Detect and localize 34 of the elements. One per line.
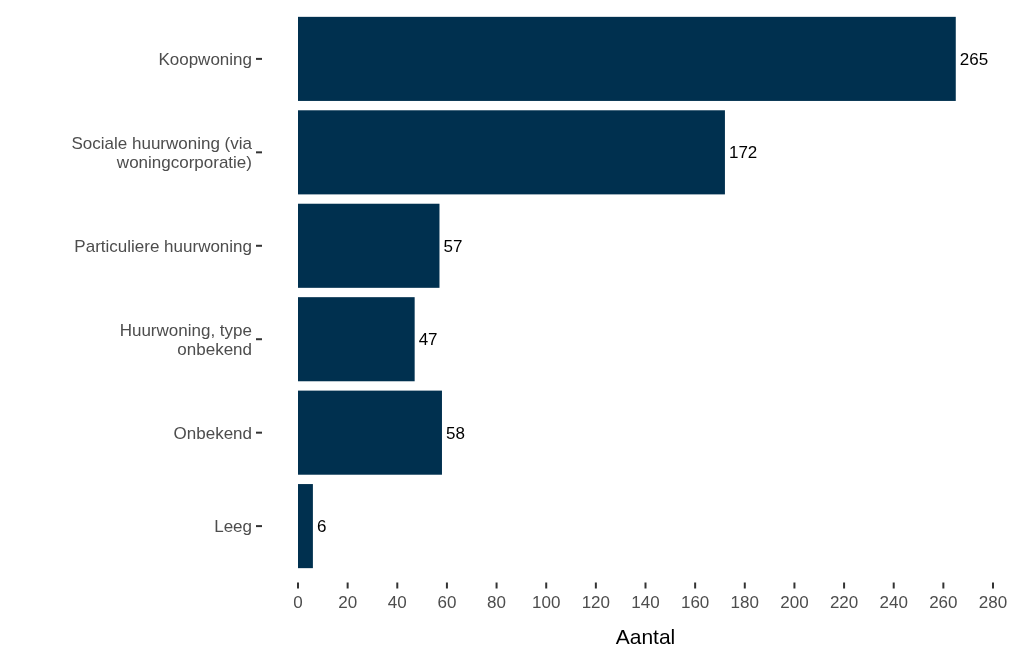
x-tick-label: 180 [730,592,759,612]
x-tick-label: 260 [929,592,958,612]
data-label: 172 [728,143,758,163]
x-tick-label: 60 [437,592,457,612]
bar [298,297,415,382]
y-tick-label: Huurwoning, type onbekend [119,320,252,359]
y-tick-label: Sociale huurwoning (via woningcorporatie) [71,133,253,172]
bar [298,110,725,195]
x-tick-label: 0 [293,592,303,612]
x-tick-label: 100 [532,592,561,612]
data-label: 265 [959,49,989,69]
data-label: 6 [316,517,327,537]
bar [298,16,956,101]
x-tick-label: 140 [631,592,660,612]
x-tick-label: 120 [581,592,611,612]
bar [298,484,313,569]
x-tick-label: 280 [978,592,1008,612]
x-tick-label: 220 [829,592,859,612]
bar [298,203,440,288]
data-label: 57 [443,236,463,256]
x-tick-label: 200 [780,592,809,612]
x-tick-label: 40 [387,592,407,612]
data-label: 58 [445,423,465,443]
x-axis-title: Aantal [615,624,676,648]
y-tick-label: Koopwoning [158,49,252,69]
data-label: 47 [418,330,438,350]
bar [298,390,442,475]
y-tick-label: Onbekend [173,423,252,443]
x-tick-label: 240 [879,592,908,612]
y-tick-label: Leeg [214,517,252,537]
x-tick-label: 80 [487,592,507,612]
x-tick-label: 160 [680,592,710,612]
x-tick-label: 20 [338,592,358,612]
y-tick-label: Particuliere huurwoning [74,236,252,256]
